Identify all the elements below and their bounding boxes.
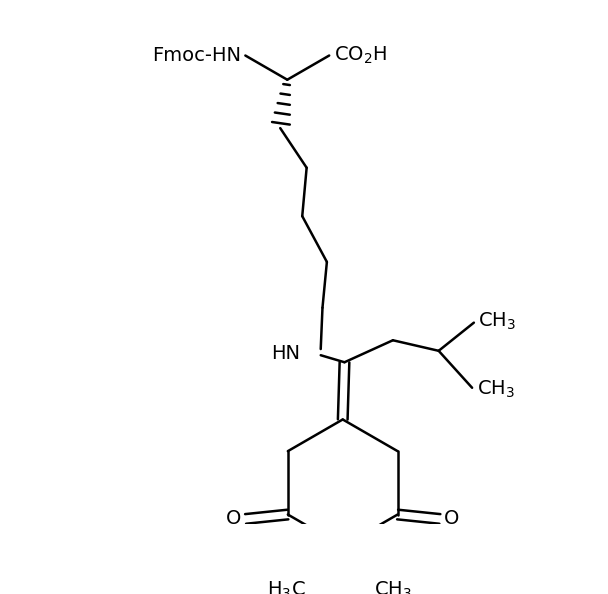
Text: O: O: [444, 510, 460, 529]
Text: HN: HN: [272, 344, 300, 363]
Text: O: O: [226, 510, 241, 529]
Text: H$_3$C: H$_3$C: [267, 580, 306, 594]
Text: CH$_3$: CH$_3$: [478, 310, 516, 331]
Text: Fmoc-HN: Fmoc-HN: [152, 46, 241, 65]
Text: CH$_3$: CH$_3$: [477, 379, 514, 400]
Text: CH$_3$: CH$_3$: [375, 580, 412, 594]
Text: CO$_2$H: CO$_2$H: [334, 45, 387, 66]
